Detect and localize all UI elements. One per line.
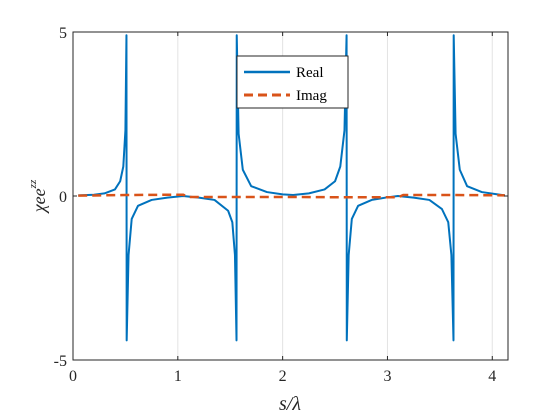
x-tick-label: 2 [279, 368, 287, 385]
y-axis-title-superscript: zz [27, 179, 39, 189]
series-layer [78, 34, 505, 342]
x-axis-title: s/λ [279, 393, 301, 415]
legend-box [236, 55, 349, 109]
legend-label-imag: Imag [296, 88, 327, 104]
y-axis-title: χeezz [27, 179, 49, 214]
legend: Real Imag [236, 55, 349, 109]
y-axis-title-main: χee [29, 188, 49, 214]
series-line-real [78, 34, 505, 342]
x-tick-label: 4 [488, 368, 496, 385]
series-line-imag [78, 193, 505, 199]
ticks: 0 1 2 3 4-505 [54, 25, 508, 385]
x-tick-label: 3 [383, 368, 391, 385]
y-tick-label: 0 [59, 189, 67, 206]
svg-text:χeezz: χeezz [27, 179, 49, 214]
y-tick-label: 5 [59, 25, 67, 42]
y-tick-label: -5 [54, 353, 67, 370]
x-tick-label: 1 [174, 368, 182, 385]
x-tick-label: 0 [69, 368, 77, 385]
legend-label-real: Real [296, 65, 324, 81]
